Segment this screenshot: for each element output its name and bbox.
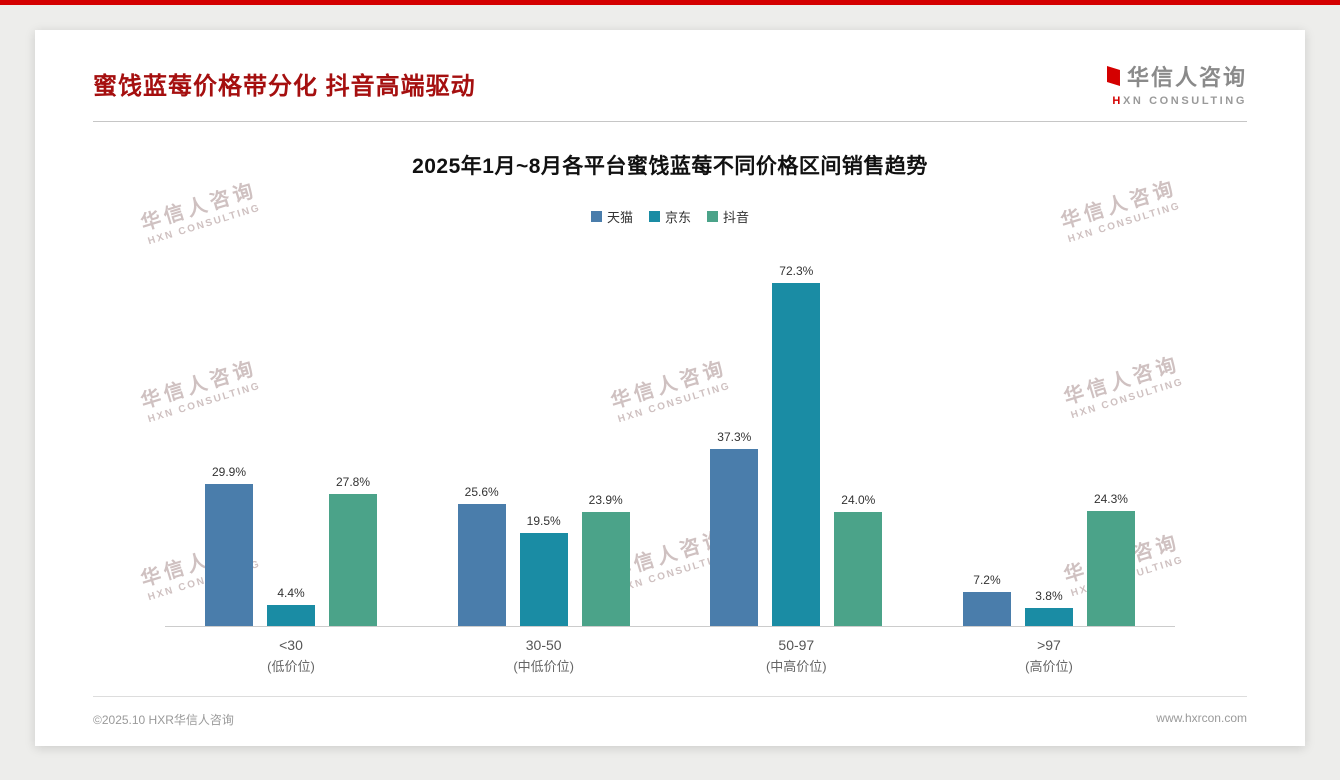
- chart-legend: 天猫 京东 抖音: [35, 207, 1305, 226]
- bar-column: 37.3%: [710, 430, 759, 626]
- bar-value-label: 24.3%: [1093, 492, 1128, 506]
- legend-swatch-icon: [590, 211, 602, 222]
- bar: [329, 494, 377, 626]
- bar-chart: 29.9% 4.4% 27.8% 25.6% 19.5% 23.9% 37.3% 72.3% 2…: [165, 247, 1175, 675]
- legend-label: 天猫: [606, 210, 633, 225]
- watermark-text-cn: 华信人咨询: [138, 179, 260, 236]
- category-tier: (中高价位): [765, 659, 827, 674]
- logo-text-en: HXN CONSULTING: [1112, 95, 1247, 107]
- bar-value-label: 25.6%: [464, 485, 499, 499]
- bar-value-label: 4.4%: [277, 586, 305, 600]
- category-label: 30-50 (中低价位): [458, 637, 630, 675]
- category-tier: (高价位): [1025, 659, 1073, 674]
- top-accent-bar: [0, 0, 1340, 5]
- bar-value-label: 23.9%: [588, 493, 623, 507]
- bar: [581, 512, 630, 626]
- category-label: >97 (高价位): [963, 637, 1135, 675]
- bar-value-label: 3.8%: [1035, 589, 1063, 603]
- header-divider: [93, 121, 1247, 122]
- legend-label: 京东: [664, 210, 691, 225]
- footer: ©2025.10 HXR华信人咨询 www.hxrcon.com: [93, 696, 1247, 728]
- logo: 华信人咨询 HXN CONSULTING: [1106, 60, 1247, 107]
- bar-column: 72.3%: [772, 264, 821, 626]
- bar-column: 23.9%: [581, 493, 630, 626]
- logo-text-cn: 华信人咨询: [1126, 65, 1247, 90]
- bar-column: 27.8%: [329, 475, 377, 626]
- report-card: 华信人咨询 HXN CONSULTING 华信人咨询 HXN CONSULTING 华信…: [35, 30, 1305, 746]
- bar-value-label: 7.2%: [973, 573, 1001, 587]
- bar-value-label: 29.9%: [211, 465, 247, 479]
- legend-item: 天猫: [590, 207, 633, 226]
- bar-column: 29.9%: [205, 465, 253, 626]
- chart-category-axis: <30 (低价位) 30-50 (中低价位) 50-97 (中高价位) >97 (高价位): [165, 637, 1175, 675]
- category-tier: (低价位): [267, 659, 315, 674]
- bar-group: 37.3% 72.3% 24.0%: [710, 247, 883, 626]
- bar-value-label: 24.0%: [841, 493, 876, 507]
- chart-plot-area: 29.9% 4.4% 27.8% 25.6% 19.5% 23.9% 37.3% 72.3% 2…: [165, 247, 1175, 627]
- bar-column: 24.0%: [834, 493, 883, 626]
- bar-group: 29.9% 4.4% 27.8%: [205, 247, 377, 626]
- category-range: >97: [1037, 637, 1061, 653]
- copyright-text: ©2025.10 HXR华信人咨询: [93, 713, 234, 727]
- bar-column: 24.3%: [1086, 492, 1135, 626]
- category-label: 50-97 (中高价位): [710, 637, 882, 675]
- bar-value-label: 19.5%: [526, 514, 561, 528]
- bar-group: 25.6% 19.5% 23.9%: [457, 247, 630, 626]
- bar: [267, 605, 315, 626]
- bar: [772, 283, 821, 626]
- legend-item: 京东: [648, 207, 691, 226]
- legend-swatch-icon: [707, 211, 718, 222]
- website-url: www.hxrcon.com: [1156, 711, 1247, 725]
- logo-top: 华信人咨询: [1106, 60, 1247, 92]
- bar-group: 7.2% 3.8% 24.3%: [962, 247, 1135, 626]
- legend-swatch-icon: [648, 211, 660, 222]
- bar: [205, 484, 253, 626]
- legend-item: 抖音: [707, 207, 749, 226]
- header: 蜜饯蓝莓价格带分化 抖音高端驱动 华信人咨询 HXN CONSULTING: [35, 30, 1305, 107]
- category-range: 50-97: [778, 637, 815, 653]
- chart-title: 2025年1月~8月各平台蜜饯蓝莓不同价格区间销售趋势: [412, 155, 928, 178]
- bar-column: 3.8%: [1024, 589, 1073, 626]
- logo-mark-icon: [1106, 66, 1120, 86]
- legend-label: 抖音: [723, 210, 750, 225]
- bar: [962, 592, 1011, 626]
- bar-value-label: 72.3%: [779, 264, 814, 278]
- bar-column: 7.2%: [962, 573, 1011, 626]
- bar: [834, 512, 883, 626]
- bar: [457, 504, 506, 626]
- category-range: 30-50: [525, 637, 562, 653]
- bar-value-label: 27.8%: [335, 475, 371, 489]
- bar-value-label: 37.3%: [717, 430, 752, 444]
- category-range: <30: [279, 637, 303, 653]
- bar: [1086, 511, 1135, 626]
- bar: [519, 533, 568, 626]
- bar-column: 25.6%: [457, 485, 506, 626]
- page-title: 蜜饯蓝莓价格带分化 抖音高端驱动: [93, 73, 476, 100]
- bar: [710, 449, 759, 626]
- category-label: <30 (低价位): [205, 637, 377, 675]
- bar-column: 19.5%: [519, 514, 568, 626]
- bar-column: 4.4%: [267, 586, 315, 626]
- category-tier: (中低价位): [513, 659, 574, 674]
- bar: [1024, 608, 1073, 626]
